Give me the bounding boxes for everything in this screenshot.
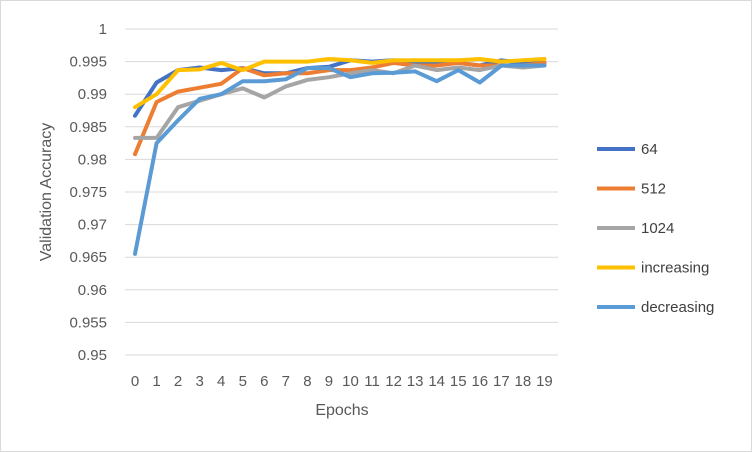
- x-tick-label: 18: [515, 373, 532, 390]
- series-line-512: [133, 60, 547, 157]
- x-tick-label: 12: [385, 373, 402, 390]
- y-tick-label: 0.98: [78, 151, 107, 168]
- legend-label-increasing: increasing: [641, 260, 709, 277]
- y-axis-title: Validation Accuracy: [38, 123, 55, 261]
- x-axis-title: Epochs: [315, 402, 368, 419]
- series-line-decreasing: [133, 63, 547, 256]
- y-tick-label: 0.985: [69, 119, 107, 136]
- x-tick-label: 19: [536, 373, 553, 390]
- x-tick-label: 7: [282, 373, 290, 390]
- y-tick-label: 0.965: [69, 249, 107, 266]
- legend: 64 512 1024 increasing decreasing: [597, 141, 714, 316]
- x-tick-label: 17: [493, 373, 510, 390]
- y-tick-label: 0.96: [78, 282, 107, 299]
- legend-label-64: 64: [641, 141, 658, 158]
- y-tick-label: 0.975: [69, 184, 107, 201]
- gridlines: [125, 28, 558, 356]
- legend-label-decreasing: decreasing: [641, 299, 714, 316]
- x-tick-label: 6: [260, 373, 268, 390]
- legend-label-1024: 1024: [641, 220, 674, 237]
- series-lines: [133, 57, 547, 256]
- y-axis-ticks: 0.95 0.955 0.96 0.965 0.97 0.975 0.98 0.985 0.99…: [69, 21, 107, 364]
- x-tick-label: 2: [174, 373, 182, 390]
- y-tick-label: 0.97: [78, 217, 107, 234]
- x-tick-label: 0: [131, 373, 139, 390]
- y-tick-label: 0.99: [78, 86, 107, 103]
- x-tick-label: 1: [152, 373, 160, 390]
- x-tick-label: 10: [342, 373, 359, 390]
- legend-label-512: 512: [641, 181, 666, 198]
- series-line-increasing: [133, 57, 547, 110]
- y-tick-label: 0.955: [69, 314, 107, 331]
- x-tick-label: 11: [364, 373, 380, 390]
- x-tick-label: 4: [217, 373, 225, 390]
- x-tick-label: 15: [450, 373, 467, 390]
- x-tick-label: 8: [303, 373, 311, 390]
- x-axis-ticks: 0 1 2 3 4 5 6 7 8 9 10 11 12 13 14 15 16 17 18 19: [131, 373, 553, 390]
- y-tick-label: 0.95: [78, 347, 107, 364]
- x-tick-label: 13: [407, 373, 424, 390]
- x-tick-label: 16: [471, 373, 488, 390]
- x-tick-label: 5: [239, 373, 247, 390]
- y-tick-label: 1: [99, 21, 107, 38]
- x-tick-label: 3: [195, 373, 203, 390]
- x-tick-label: 9: [325, 373, 333, 390]
- y-tick-label: 0.995: [69, 54, 107, 71]
- x-tick-label: 14: [428, 373, 445, 390]
